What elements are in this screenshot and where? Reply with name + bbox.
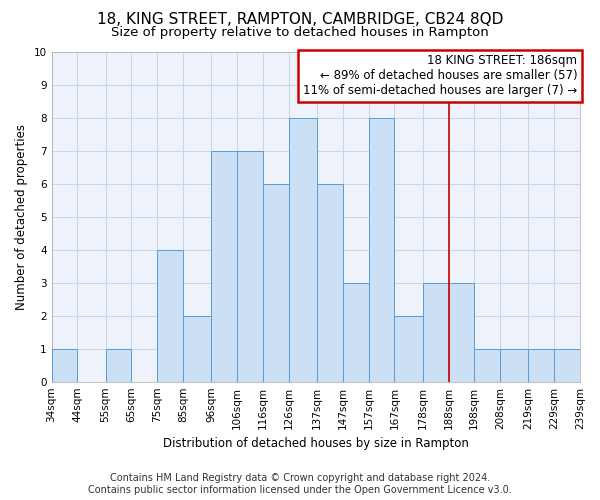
Bar (394, 316, 423, 382)
Bar (368, 118, 394, 382)
Bar (263, 184, 289, 382)
Y-axis label: Number of detached properties: Number of detached properties (15, 124, 28, 310)
Text: Size of property relative to detached houses in Rampton: Size of property relative to detached ho… (111, 26, 489, 39)
Bar (157, 250, 183, 382)
Text: 18 KING STREET: 186sqm
← 89% of detached houses are smaller (57)
11% of semi-det: 18 KING STREET: 186sqm ← 89% of detached… (303, 54, 577, 98)
Bar (317, 184, 343, 382)
Bar (529, 348, 554, 382)
X-axis label: Distribution of detached houses by size in Rampton: Distribution of detached houses by size … (163, 437, 469, 450)
Text: 18, KING STREET, RAMPTON, CAMBRIDGE, CB24 8QD: 18, KING STREET, RAMPTON, CAMBRIDGE, CB2… (97, 12, 503, 28)
Bar (289, 118, 317, 382)
Bar (211, 150, 237, 382)
Bar (449, 282, 475, 382)
Bar (106, 348, 131, 382)
Bar (343, 282, 368, 382)
Bar (423, 282, 449, 382)
Bar (475, 348, 500, 382)
Bar (554, 348, 580, 382)
Bar (500, 348, 529, 382)
Bar (237, 150, 263, 382)
Bar (52, 348, 77, 382)
Text: Contains HM Land Registry data © Crown copyright and database right 2024.
Contai: Contains HM Land Registry data © Crown c… (88, 474, 512, 495)
Bar (183, 316, 211, 382)
